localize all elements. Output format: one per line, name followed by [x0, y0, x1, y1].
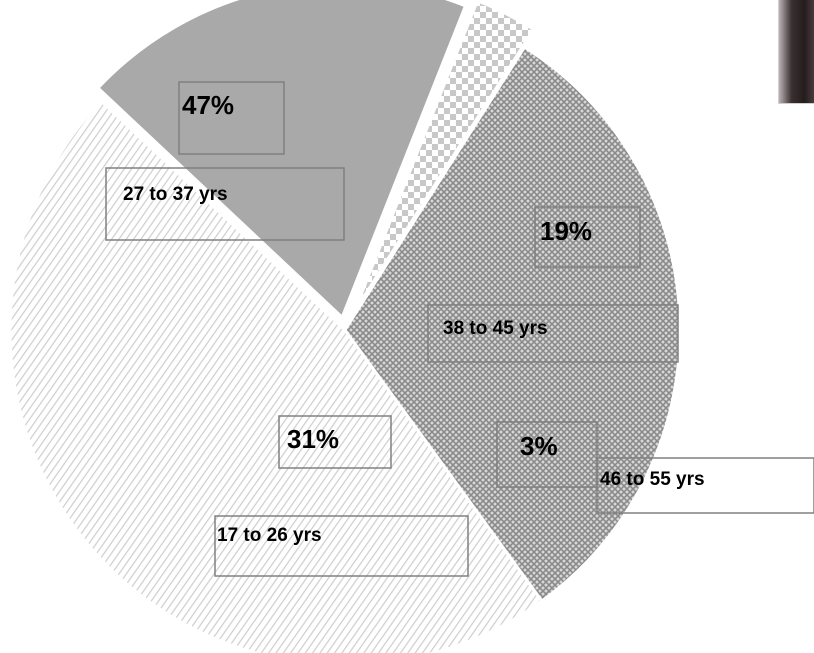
- pie-slice-27-to-37-yrs: [8, 98, 545, 653]
- value-label-box: [178, 81, 285, 155]
- category-label: 38 to 45 yrs: [443, 318, 548, 339]
- value-label-box: [534, 206, 641, 268]
- pie-slice-46-to-55-yrs: [352, 0, 536, 313]
- value-label: 47%: [182, 90, 234, 120]
- category-label: 46 to 55 yrs: [600, 469, 705, 490]
- category-label: 17 to 26 yrs: [217, 525, 322, 546]
- pie-slice-17-to-26-yrs: [343, 45, 682, 604]
- value-label-box: [496, 421, 598, 488]
- portrait-photo: [778, 0, 814, 104]
- category-label-box: [427, 304, 679, 363]
- category-label-box: [596, 457, 814, 514]
- category-label-box: [214, 515, 469, 577]
- value-label: 31%: [287, 424, 339, 454]
- pie-slice-38-to-45-yrs: [95, 0, 468, 320]
- value-label: 3%: [520, 431, 558, 461]
- category-label: 27 to 37 yrs: [123, 184, 228, 205]
- value-label: 19%: [540, 216, 592, 246]
- value-label-box: [278, 415, 392, 469]
- category-label-box: [105, 167, 345, 241]
